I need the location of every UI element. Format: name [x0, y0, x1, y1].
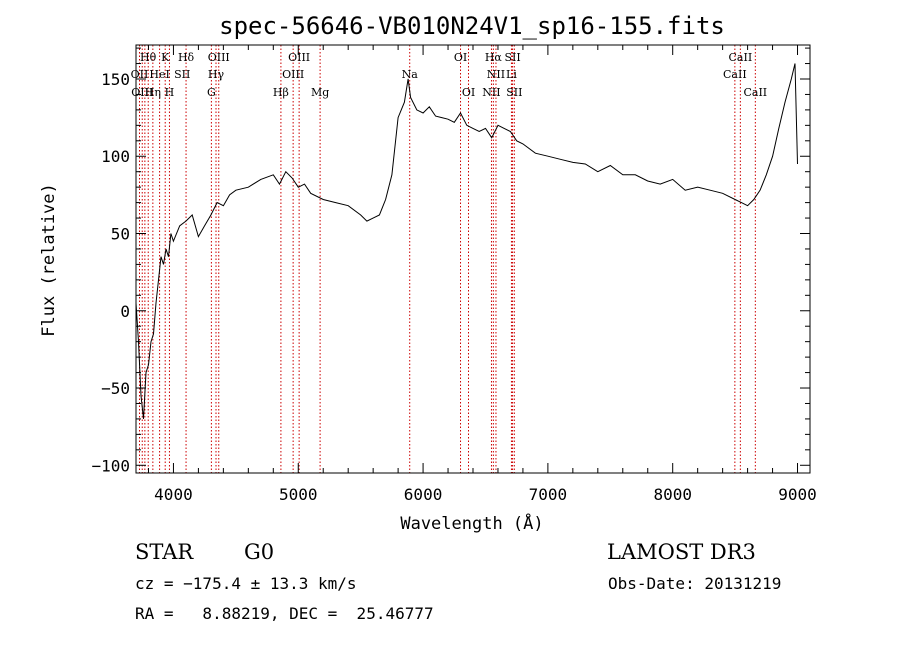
x-tick-label: 9000 [778, 485, 817, 504]
y-tick-label: −50 [101, 379, 130, 398]
line-label: SII [506, 86, 522, 99]
line-label: NII [487, 68, 505, 81]
line-label: Hα [485, 51, 503, 64]
spectrum-line [135, 63, 798, 419]
line-label: H [165, 86, 175, 99]
line-label: OIII [288, 51, 310, 64]
line-label: G [207, 86, 216, 99]
x-tick-label: 8000 [653, 485, 692, 504]
chart-title: spec-56646-VB010N24V1_sp16-155.fits [219, 12, 725, 40]
x-axis-label: Wavelength (Å) [400, 512, 543, 534]
y-axis-label: Flux (relative) [39, 183, 59, 337]
x-tick-label: 4000 [154, 485, 193, 504]
x-tick-label: 6000 [404, 485, 443, 504]
x-axis-ticks: 4000 5000 6000 7000 8000 9000 [147, 45, 817, 504]
line-label: Mg [311, 86, 329, 99]
line-label: Li [506, 68, 517, 81]
line-label: CaII [743, 86, 767, 99]
object-subclass: G0 [244, 540, 275, 564]
line-label: CaII [723, 68, 747, 81]
y-axis-ticks: −100 −50 0 50 100 150 [91, 47, 810, 475]
line-label: SII [504, 51, 520, 64]
plot-frame [135, 44, 811, 474]
line-label: CaII [729, 51, 753, 64]
object-class: STAR [135, 540, 194, 564]
y-tick-label: 50 [111, 225, 130, 244]
sky-coordinates: RA = 8.88219, DEC = 25.46777 [135, 604, 434, 623]
line-label: OIII [131, 86, 153, 99]
y-tick-label: 0 [120, 302, 130, 321]
line-label: Hδ [178, 51, 195, 64]
x-tick-label: 5000 [279, 485, 318, 504]
x-tick-label: 7000 [529, 485, 568, 504]
line-label: Hβ [273, 86, 289, 99]
emission-line-markers [138, 45, 756, 473]
line-label: OI [454, 51, 467, 64]
line-label: SII [174, 68, 190, 81]
line-label: HeI [149, 68, 169, 81]
line-label: NII [482, 86, 500, 99]
line-label: OIII [282, 68, 304, 81]
line-label: Hθ [140, 51, 157, 64]
line-label: Na [402, 68, 419, 81]
line-label: OII [131, 68, 149, 81]
redshift-velocity: cz = −175.4 ± 13.3 km/s [135, 574, 357, 593]
line-label: OI [462, 86, 475, 99]
line-label: OIII [208, 51, 230, 64]
y-tick-label: 150 [101, 70, 130, 89]
y-tick-label: 100 [101, 147, 130, 166]
line-label: K [161, 51, 170, 64]
survey-name: LAMOST DR3 [607, 540, 756, 564]
line-label: Hγ [208, 68, 225, 81]
y-tick-label: −100 [91, 456, 130, 475]
line-label: Hη [145, 86, 161, 99]
observation-date: Obs-Date: 20131219 [608, 574, 782, 593]
